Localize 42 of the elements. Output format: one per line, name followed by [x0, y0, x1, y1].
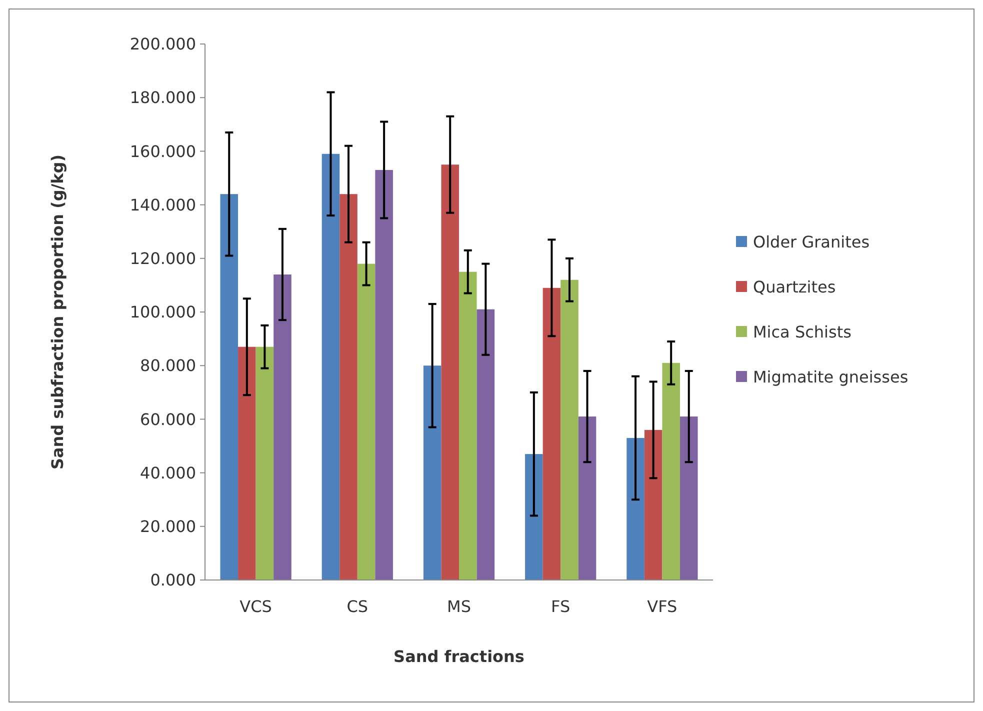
x-tick-label: VFS — [647, 597, 678, 616]
legend-label: Migmatite gneisses — [753, 368, 908, 387]
bar — [423, 366, 442, 580]
y-tick-label: 20.000 — [140, 517, 196, 536]
bar — [525, 454, 543, 580]
y-tick-label: 140.000 — [130, 195, 196, 214]
bar — [256, 346, 274, 580]
bar — [238, 346, 256, 580]
bar — [578, 416, 596, 580]
bar — [322, 154, 340, 580]
x-tick-label: MS — [447, 597, 471, 616]
bar — [542, 288, 561, 580]
y-tick-label: 180.000 — [130, 88, 196, 108]
x-axis-title: Sand fractions — [394, 647, 524, 666]
legend-label: Mica Schists — [753, 322, 852, 342]
bar — [662, 362, 680, 580]
bar — [459, 272, 477, 580]
bar — [357, 264, 376, 580]
y-axis-title: Sand subfraction proportion (g/kg) — [48, 154, 67, 470]
y-tick-label: 160.000 — [130, 142, 196, 161]
bar — [644, 430, 662, 580]
bar — [274, 274, 292, 580]
bar — [220, 194, 238, 580]
bar — [441, 164, 459, 580]
bar — [626, 438, 644, 580]
bar — [340, 194, 358, 580]
legend-label: Older Granites — [753, 232, 870, 252]
x-tick-label: CS — [346, 597, 368, 616]
bar — [375, 170, 393, 580]
y-tick-label: 0.000 — [150, 570, 196, 590]
bar — [680, 416, 698, 580]
y-tick-label: 100.000 — [130, 302, 196, 322]
y-tick-label: 80.000 — [140, 356, 196, 376]
y-tick-label: 60.000 — [140, 410, 196, 429]
bar — [560, 280, 578, 580]
x-tick-label: FS — [551, 597, 570, 616]
y-tick-label: 40.000 — [140, 463, 196, 482]
y-tick-label: 120.000 — [130, 249, 196, 268]
legend-label: Quartzites — [753, 278, 836, 297]
x-tick-label: VCS — [240, 597, 272, 616]
bar — [476, 309, 495, 580]
y-tick-label: 200.000 — [130, 34, 196, 54]
